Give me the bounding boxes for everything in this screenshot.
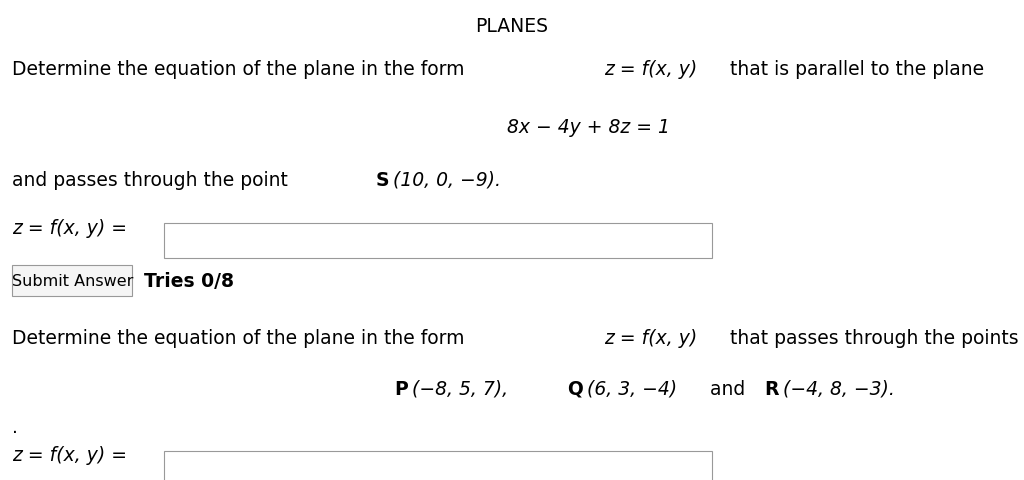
Text: (10, 0, −9).: (10, 0, −9). [393,170,502,190]
Text: S: S [376,170,389,190]
Text: that passes through the points: that passes through the points [724,329,1019,348]
Text: (6, 3, −4): (6, 3, −4) [588,379,678,398]
Text: z = f(x, y) =: z = f(x, y) = [12,218,127,238]
Text: and: and [703,379,751,398]
Text: PLANES: PLANES [475,17,549,36]
Text: and passes through the point: and passes through the point [12,170,294,190]
Text: Determine the equation of the plane in the form: Determine the equation of the plane in t… [12,329,471,348]
Text: z = f(x, y) =: z = f(x, y) = [12,445,127,465]
FancyBboxPatch shape [12,266,132,296]
Text: Q: Q [567,379,583,398]
Text: P: P [394,379,408,398]
FancyBboxPatch shape [164,451,712,480]
Text: (−4, 8, −3).: (−4, 8, −3). [783,379,895,398]
Text: Determine the equation of the plane in the form: Determine the equation of the plane in t… [12,60,471,79]
Text: R: R [765,379,779,398]
FancyBboxPatch shape [164,224,712,258]
Text: that is parallel to the plane: that is parallel to the plane [724,60,984,79]
Text: z = f(x, y): z = f(x, y) [604,329,697,348]
Text: z = f(x, y): z = f(x, y) [604,60,697,79]
Text: Tries 0/8: Tries 0/8 [144,271,234,290]
Text: (−8, 5, 7),: (−8, 5, 7), [412,379,508,398]
Text: Submit Answer: Submit Answer [11,273,133,288]
Text: 8x − 4y + 8z = 1: 8x − 4y + 8z = 1 [507,118,671,137]
Text: .: . [12,418,18,437]
